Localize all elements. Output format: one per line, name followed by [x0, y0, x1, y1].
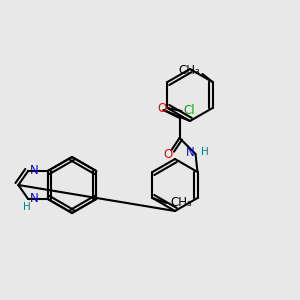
Text: H: H — [23, 202, 31, 212]
Text: Cl: Cl — [184, 104, 195, 118]
Text: O: O — [157, 101, 166, 115]
Text: N: N — [186, 146, 194, 158]
Text: O: O — [163, 148, 172, 160]
Text: N: N — [30, 193, 39, 206]
Text: N: N — [30, 164, 39, 178]
Text: CH₃: CH₃ — [170, 196, 192, 209]
Text: H: H — [200, 147, 208, 157]
Text: CH₃: CH₃ — [179, 64, 200, 77]
